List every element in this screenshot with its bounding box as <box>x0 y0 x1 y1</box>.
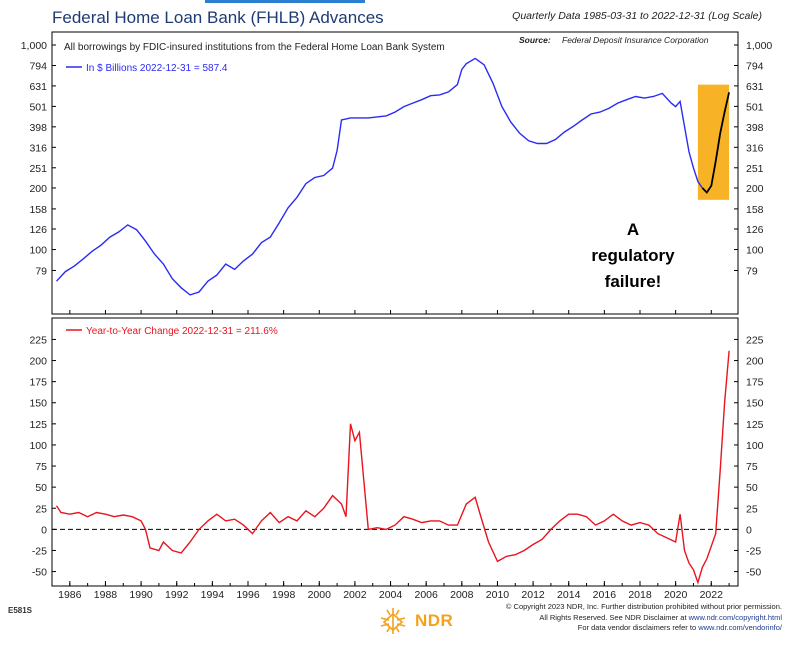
recent-series-line <box>701 92 730 194</box>
top-ytick-label-right: 158 <box>746 204 764 216</box>
source-label: Source: <box>519 35 551 45</box>
annotation-line-3: failure! <box>605 272 662 291</box>
xtick-label: 2014 <box>557 589 581 601</box>
bottom-ytick-label-left: 200 <box>29 356 47 368</box>
ndr-logo-icon <box>380 608 406 634</box>
bottom-ytick-label-left: 175 <box>29 377 47 389</box>
ndr-logo: NDR <box>377 606 453 636</box>
level-series-line <box>55 57 703 296</box>
chart-code: E581S <box>8 606 33 615</box>
bottom-ytick-label-left: 125 <box>29 419 47 431</box>
source-text: Federal Deposit Insurance Corporation <box>562 35 709 45</box>
xtick-label: 1986 <box>58 589 82 601</box>
bottom-ytick-label-left: 0 <box>41 524 47 536</box>
xtick-label: 1990 <box>129 589 153 601</box>
top-ytick-label-right: 316 <box>746 142 764 154</box>
bottom-ytick-label-right: 225 <box>746 334 764 346</box>
bottom-ytick-label-right: 75 <box>746 461 758 473</box>
bottom-ytick-label-right: 125 <box>746 419 764 431</box>
bottom-ytick-label-right: 50 <box>746 482 758 494</box>
bottom-ytick-label-right: -50 <box>746 567 761 579</box>
top-ytick-label-left: 251 <box>29 163 47 175</box>
top-ytick-label-right: 251 <box>746 163 764 175</box>
top-ytick-label-right: 794 <box>746 60 764 72</box>
xtick-label: 2020 <box>664 589 688 601</box>
xtick-label: 2000 <box>308 589 332 601</box>
xtick-label: 2012 <box>521 589 545 601</box>
xtick-label: 1994 <box>201 589 225 601</box>
bottom-ytick-label-left: -25 <box>32 545 47 557</box>
top-legend: In $ Billions 2022-12-31 = 587.4 <box>86 63 228 74</box>
header-accent-bar <box>205 0 365 3</box>
top-ytick-label-right: 200 <box>746 183 764 195</box>
bottom-ytick-label-left: 150 <box>29 398 47 410</box>
annotation-line-1: A <box>627 220 639 239</box>
xtick-label: 2022 <box>700 589 724 601</box>
bottom-ytick-label-left: 225 <box>29 334 47 346</box>
top-ytick-label-left: 501 <box>29 101 47 113</box>
copyright-line-3: For data vendor disclaimers refer to www… <box>577 623 782 632</box>
top-ytick-label-left: 126 <box>29 224 47 236</box>
bottom-ytick-label-left: 75 <box>35 461 47 473</box>
xtick-label: 1988 <box>94 589 118 601</box>
xtick-label: 2008 <box>450 589 474 601</box>
top-ytick-label-left: 100 <box>29 245 47 257</box>
top-ytick-label-right: 398 <box>746 122 764 134</box>
copyright-line-1: © Copyright 2023 NDR, Inc. Further distr… <box>505 602 782 611</box>
bottom-ytick-label-right: 100 <box>746 440 764 452</box>
bottom-legend: Year-to-Year Change 2022-12-31 = 211.6% <box>86 326 278 337</box>
bottom-ytick-label-left: 50 <box>35 482 47 494</box>
bottom-ytick-label-left: 100 <box>29 440 47 452</box>
top-ytick-label-right: 79 <box>746 265 758 277</box>
top-ytick-label-left: 631 <box>29 81 47 93</box>
top-ytick-label-left: 158 <box>29 204 47 216</box>
xtick-label: 2004 <box>379 589 403 601</box>
highlight-box <box>697 84 730 200</box>
bottom-panel-frame <box>51 317 739 587</box>
xtick-label: 1992 <box>165 589 189 601</box>
xtick-label: 2006 <box>415 589 439 601</box>
chart-subtitle: Quarterly Data 1985-03-31 to 2022-12-31 … <box>512 10 762 22</box>
top-ytick-label-right: 100 <box>746 245 764 257</box>
top-ytick-label-left: 316 <box>29 142 47 154</box>
top-ytick-label-left: 794 <box>29 60 47 72</box>
change-series-line <box>55 350 730 585</box>
copyright-line-2: All Rights Reserved. See NDR Disclaimer … <box>539 612 782 622</box>
xtick-label: 2018 <box>628 589 652 601</box>
top-ytick-label-left: 398 <box>29 122 47 134</box>
ndr-logo-text: NDR <box>415 611 454 630</box>
top-ytick-label-right: 1,000 <box>746 40 772 52</box>
xtick-label: 2002 <box>343 589 367 601</box>
xtick-label: 2016 <box>593 589 617 601</box>
xtick-label: 1998 <box>272 589 296 601</box>
top-description: All borrowings by FDIC-insured instituti… <box>64 42 445 53</box>
bottom-ytick-label-left: 25 <box>35 503 47 515</box>
top-ytick-label-left: 1,000 <box>21 40 47 52</box>
copyright-link[interactable]: www.ndr.com/copyright.html <box>688 612 782 622</box>
bottom-ytick-label-right: 0 <box>746 524 752 536</box>
top-ytick-label-right: 501 <box>746 101 764 113</box>
bottom-ytick-label-right: 25 <box>746 503 758 515</box>
bottom-ytick-label-right: 175 <box>746 377 764 389</box>
copyright-block: © Copyright 2023 NDR, Inc. Further distr… <box>506 602 782 634</box>
annotation-line-2: regulatory <box>591 246 675 265</box>
top-panel-frame <box>51 31 739 315</box>
xtick-label: 2010 <box>486 589 510 601</box>
bottom-ytick-label-left: -50 <box>32 567 47 579</box>
bottom-ytick-label-right: -25 <box>746 545 761 557</box>
top-ytick-label-left: 79 <box>35 265 47 277</box>
top-ytick-label-right: 126 <box>746 224 764 236</box>
chart-title: Federal Home Loan Bank (FHLB) Advances <box>52 8 384 27</box>
top-ytick-label-right: 631 <box>746 81 764 93</box>
bottom-ytick-label-right: 200 <box>746 356 764 368</box>
top-ytick-label-left: 200 <box>29 183 47 195</box>
bottom-ytick-label-right: 150 <box>746 398 764 410</box>
xtick-label: 1996 <box>236 589 260 601</box>
vendor-info-link[interactable]: www.ndr.com/vendorinfo/ <box>698 623 782 632</box>
